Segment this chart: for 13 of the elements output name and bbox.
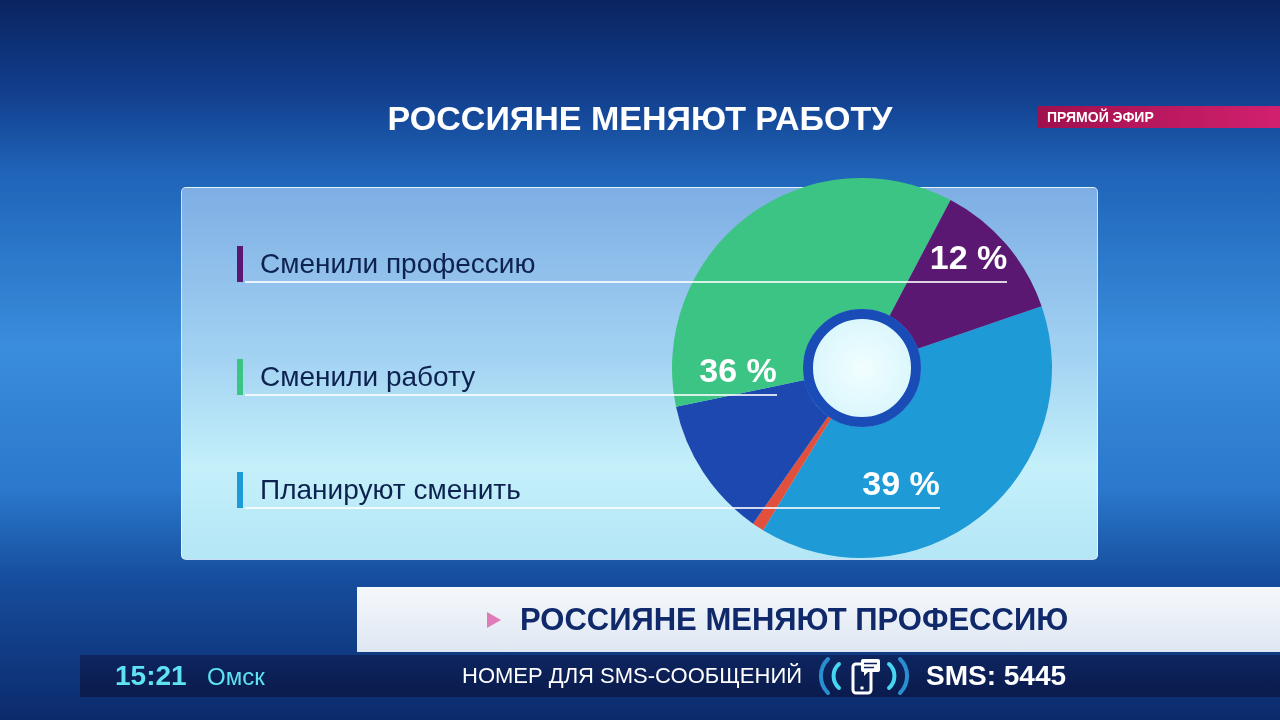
legend-label: Сменили работу (260, 360, 476, 393)
data-label: 12 % (929, 237, 1008, 276)
text: РОССИЯНЕ МЕНЯЮТ ПРОФЕССИЮ (520, 602, 1069, 637)
chart-title: РОССИЯНЕ МЕНЯЮТ РАБОТУ (387, 99, 893, 137)
text: Омск (207, 663, 265, 690)
text: SMS: 5445 (926, 660, 1067, 691)
text: ПРЯМОЙ ЭФИР (1047, 109, 1154, 125)
legend-label: Сменили профессию (260, 247, 536, 280)
text: НОМЕР ДЛЯ SMS-СООБЩЕНИЙ (462, 663, 803, 688)
data-label: 39 % (862, 463, 940, 502)
text: 15:21 (115, 660, 187, 691)
data-label: 36 % (699, 350, 777, 389)
legend-label: Планируют сменить (260, 473, 521, 506)
